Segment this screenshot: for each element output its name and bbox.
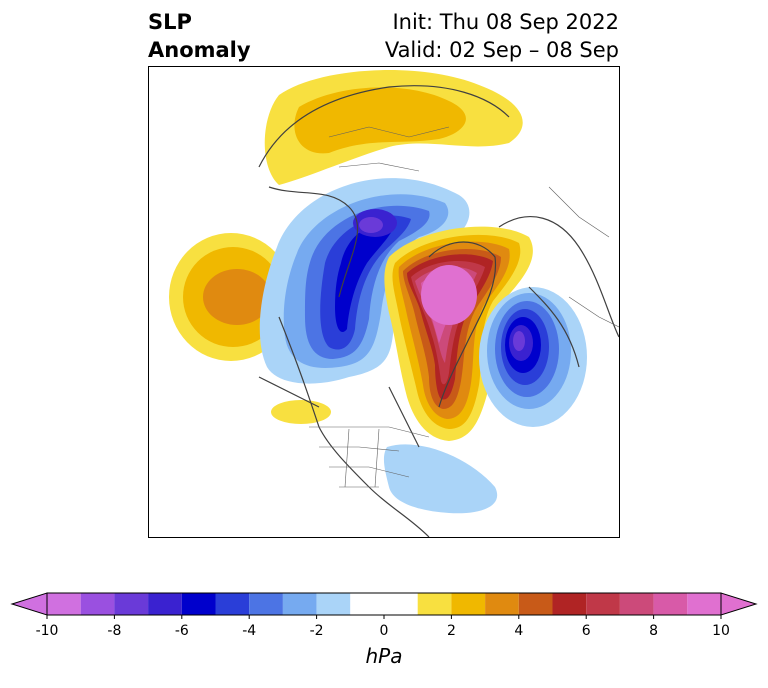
colorbar-bin: [215, 593, 250, 615]
colorbar-bin: [316, 593, 351, 615]
country-borders: [309, 126, 619, 488]
colorbar-tick-label: -6: [175, 623, 189, 639]
title-left: SLP Anomaly: [148, 8, 251, 64]
colorbar-tick-label: 8: [649, 623, 658, 639]
colorbar-svg: -10 -8 -6 -4 -2 0 2 4 6 8 10: [10, 592, 758, 639]
colorbar-bin: [417, 593, 452, 615]
colorbar-bin: [80, 593, 115, 615]
colorbar-bin: [485, 593, 519, 615]
greenland-high-anomaly: [384, 226, 533, 441]
colorbar-bin: [181, 593, 216, 615]
colorbar-tick-label: -2: [310, 623, 324, 639]
colorbar-bin: [687, 593, 721, 615]
colorbar-extend-max: [720, 592, 758, 616]
colorbar-bin: [518, 593, 553, 615]
scandinavia-low-anomaly: [479, 287, 587, 427]
colorbar-bin: [47, 593, 81, 615]
colorbar-tick-label: 2: [447, 623, 456, 639]
title-anomaly: Anomaly: [148, 38, 251, 62]
colorbar-bin: [282, 593, 317, 615]
colorbar-bin: [350, 593, 418, 615]
colorbar-bin: [451, 593, 486, 615]
colorbar-tick-label: 0: [380, 623, 389, 639]
colorbar-bin: [114, 593, 149, 615]
colorbar-tick-label: 4: [514, 623, 523, 639]
map-panel: [148, 66, 620, 538]
eurasia-high-anomaly: [264, 70, 523, 185]
colorbar-bin: [586, 593, 620, 615]
anomaly-map: [169, 70, 619, 537]
init-date: Init: Thu 08 Sep 2022: [392, 10, 619, 34]
unit-label: hPa: [365, 644, 403, 668]
title-variable: SLP: [148, 10, 192, 34]
colorbar-bin: [653, 593, 688, 615]
colorbar-section: -10 -8 -6 -4 -2 0 2 4 6 8 10 hPa: [0, 580, 768, 684]
colorbar-bin: [249, 593, 283, 615]
atlantic-low-anomaly: [383, 444, 498, 514]
valid-range: Valid: 02 Sep – 08 Sep: [384, 38, 619, 62]
colorbar-extend-min: [10, 592, 48, 616]
colorbar-tick-label: -10: [36, 623, 59, 639]
colorbar-bin: [148, 593, 182, 615]
colorbar-tick-label: -8: [107, 623, 121, 639]
colorbar-bin: [552, 593, 587, 615]
pacific-coast-small-high: [271, 400, 331, 424]
colorbar-tick-label: -4: [242, 623, 256, 639]
pacific-high-anomaly: [169, 233, 293, 361]
arctic-low-anomaly: [259, 178, 470, 384]
title-right: Init: Thu 08 Sep 2022 Valid: 02 Sep – 08…: [385, 8, 619, 64]
colorbar-tick-label: 6: [582, 623, 591, 639]
colorbar-tick-label: 10: [712, 623, 730, 639]
colorbar-bin: [619, 593, 654, 615]
